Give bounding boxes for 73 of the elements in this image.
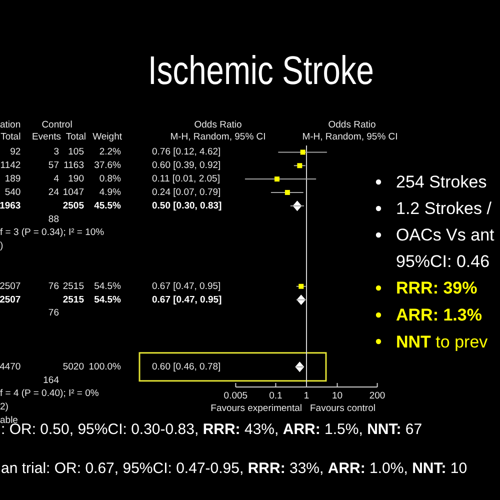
text: 540: [4, 186, 21, 198]
text: Weight: [92, 132, 122, 142]
text: 190: [68, 174, 84, 185]
text: 76: [48, 280, 59, 292]
text: 1.2 Strokes /: [396, 199, 492, 218]
text: 4470: [0, 361, 21, 372]
text: 105: [68, 146, 84, 158]
point: [297, 163, 302, 168]
text: Odds Ratio: [328, 120, 376, 130]
text: 0.11 [0.01, 2.05]: [152, 174, 220, 185]
text: 0.60 [0.46, 0.78]: [152, 361, 221, 372]
text: ): [0, 240, 4, 252]
text: 2505: [62, 200, 85, 212]
text: 2507: [0, 294, 21, 306]
x-tick-label: 0.1: [269, 390, 282, 402]
text: 2.2%: [99, 146, 122, 158]
text: 1142: [0, 160, 21, 172]
text: 92: [10, 146, 21, 158]
text: 2507: [0, 280, 21, 292]
text: 54.5%: [94, 294, 122, 306]
text: RRR: 39%: [396, 278, 478, 298]
text: 100.0%: [88, 361, 122, 372]
text: NNT to prev: [396, 332, 488, 351]
text: f = 4 (P = 0.40); I² = 0%: [0, 388, 100, 400]
text: M-H, Random, 95% CI: [170, 132, 266, 142]
text: Control: [42, 120, 72, 130]
x-tick-label: 200: [369, 390, 386, 402]
text: Favours experimental: [210, 403, 302, 414]
text: 2515: [62, 280, 84, 292]
x-tick-label: 10: [332, 390, 343, 402]
text: Odds Ratio: [194, 120, 242, 130]
text: 0.24 [0.07, 0.79]: [152, 186, 221, 198]
text: 5020: [62, 361, 84, 372]
text: 1163: [64, 160, 84, 172]
text: 4.9%: [99, 186, 122, 198]
chart-title: Ischemic Stroke: [148, 47, 374, 93]
text: Favours control: [310, 403, 376, 414]
text: an trial: OR: 0.67, 95%CI: 0.47-0.95, RRR: 33%, ARR: 1.0%, NNT: 10: [1, 460, 468, 476]
text: 0.67 [0.47, 0.95]: [152, 294, 222, 306]
x-tick-label: 0.005: [224, 390, 248, 402]
x-tick-label: 1: [304, 390, 310, 402]
text: Total: [0, 132, 21, 142]
text: 88: [48, 214, 59, 225]
text: 54.5%: [94, 280, 122, 292]
text: Events: [32, 132, 62, 142]
text: 0.50 [0.30, 0.83]: [152, 200, 222, 212]
point: [298, 284, 304, 289]
text: 189: [4, 174, 21, 185]
text: 254 Strokes: [396, 172, 487, 192]
text: 95%CI: 0.46: [396, 252, 490, 271]
text: 4: [54, 174, 59, 185]
text: 3: [54, 146, 59, 158]
text: 2515: [62, 294, 85, 306]
text: 1963: [0, 200, 21, 212]
text: 0.60 [0.39, 0.92]: [152, 160, 221, 172]
text: 0.8%: [99, 174, 122, 185]
text: M-H, Random, 95% CI: [302, 132, 398, 142]
text: 1047: [62, 186, 84, 198]
text: f = 3 (P = 0.34); I² = 10%: [0, 227, 105, 238]
text: 2): [0, 402, 8, 413]
text: 45.5%: [94, 200, 122, 212]
text: ARR: 1.3%: [396, 306, 482, 324]
text: OACs Vs ant: [396, 226, 495, 244]
text: Total: [66, 132, 86, 142]
point: [284, 190, 290, 195]
text: 37.6%: [94, 160, 122, 172]
text: 24: [48, 186, 59, 198]
text: 0.76 [0.12, 4.62]: [152, 146, 221, 158]
text: ation: [0, 120, 21, 130]
text: 57: [48, 160, 59, 172]
text: 0.67 [0.47, 0.95]: [152, 280, 221, 292]
text: 76: [48, 308, 59, 319]
text: 164: [43, 374, 59, 386]
